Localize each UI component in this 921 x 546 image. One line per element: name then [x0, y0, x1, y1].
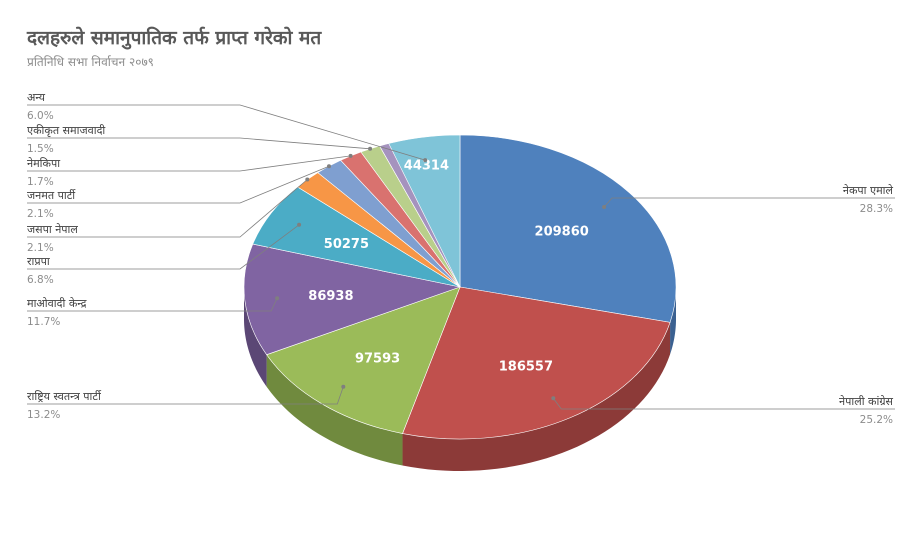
callout-dot-4: [297, 222, 302, 227]
label-name-1: नेपाली कांग्रेस: [839, 395, 894, 408]
label-pct-0: 28.3%: [860, 203, 893, 215]
label-name-4: राप्रपा: [27, 255, 50, 268]
label-name-2: राष्ट्रिय स्वतन्त्र पार्टी: [27, 390, 102, 403]
callout-line-3: [27, 298, 278, 312]
pie-top: [243, 134, 677, 440]
callout-dot-3: [275, 296, 280, 301]
callout-line-0: [603, 197, 895, 208]
pie-side-2: [266, 354, 403, 466]
callout-dot-0: [602, 205, 607, 209]
callout-dot-6: [327, 164, 331, 169]
pie-sides: [244, 287, 676, 471]
label-pct-8: 1.5%: [27, 143, 54, 155]
callout-line-8: [27, 137, 371, 150]
pie-side-0: [670, 287, 676, 355]
pie-slice-0[interactable]: [459, 134, 677, 323]
pie-side-3: [244, 287, 267, 387]
pie-slice-1[interactable]: [402, 286, 671, 440]
pie-slice-sliver: [379, 143, 461, 288]
label-name-5: जसपा नेपाल: [27, 223, 78, 236]
data-label-1: 186557: [499, 360, 553, 375]
label-pct-6: 2.1%: [27, 208, 54, 220]
callout-line-5: [27, 179, 308, 238]
chart-subtitle: प्रतिनिधि सभा निर्वाचन २०७९: [27, 55, 154, 69]
callout-line-2: [27, 386, 344, 405]
callout-dot-8: [368, 146, 373, 151]
label-pct-7: 1.7%: [27, 176, 54, 188]
callout-line-7: [27, 155, 351, 172]
label-name-9: अन्य: [27, 91, 46, 104]
label-name-0: नेकपा एमाले: [843, 184, 894, 197]
data-label-3: 86938: [308, 289, 353, 304]
label-pct-1: 25.2%: [860, 414, 893, 426]
label-name-7: नेमकिपा: [27, 157, 60, 170]
label-pct-2: 13.2%: [27, 409, 60, 421]
callouts: नेकपा एमाले 28.3% नेपाली कांग्रेस 25.2% राष्…: [27, 91, 895, 426]
callout-line-6: [27, 165, 330, 204]
label-name-3: माओवादी केन्द्र: [27, 297, 87, 310]
data-label-2: 97593: [355, 351, 400, 366]
callout-dot-1: [551, 396, 556, 401]
label-pct-4: 6.8%: [27, 274, 54, 286]
pie-slice-3[interactable]: [243, 243, 462, 356]
callout-dot-7: [348, 153, 353, 158]
data-label-4: 50275: [324, 237, 369, 252]
callout-line-9: [27, 104, 426, 161]
pie-side-1: [402, 322, 671, 471]
label-name-8: एकीकृत समाजवादी: [27, 124, 105, 137]
callout-dot-5: [305, 177, 310, 182]
callout-dot-9: [423, 158, 428, 163]
label-pct-5: 2.1%: [27, 242, 54, 254]
label-name-6: जनमत पार्टी: [27, 189, 76, 202]
data-labels: 209860 186557 97593 86938 50275 44314: [308, 159, 589, 375]
chart-title: दलहरुले समानुपातिक तर्फ प्राप्त गरेको मत: [27, 27, 322, 49]
data-label-9: 44314: [404, 159, 449, 174]
label-pct-3: 11.7%: [27, 316, 60, 328]
callout-line-4: [27, 224, 300, 270]
callout-dot-2: [341, 384, 346, 389]
label-pct-9: 6.0%: [27, 110, 54, 122]
callout-line-1: [552, 398, 895, 410]
data-label-0: 209860: [535, 225, 589, 240]
